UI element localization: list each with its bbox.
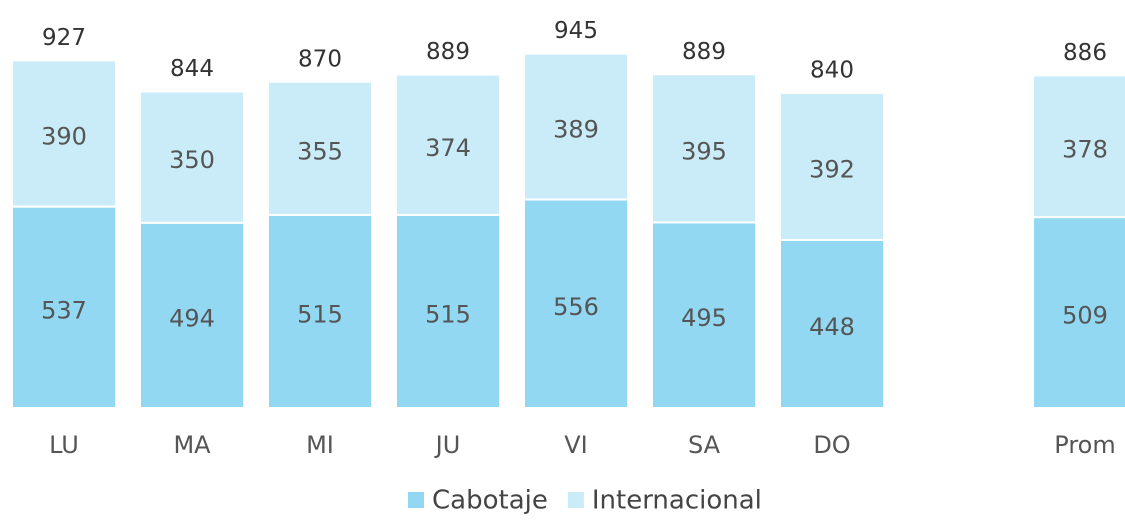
total-label: 889 [682, 39, 726, 65]
bar-segment [651, 221, 757, 409]
bar-segment [267, 80, 373, 216]
legend-label: Cabotaje [432, 486, 548, 516]
value-label: 537 [41, 296, 87, 324]
total-label: 844 [170, 56, 214, 82]
bar-segment [779, 239, 885, 409]
total-label: 889 [426, 39, 470, 65]
value-label: 509 [1062, 302, 1108, 330]
value-label: 515 [297, 300, 343, 328]
legend-label: Internacional [592, 486, 762, 516]
bar-segment [11, 205, 117, 409]
x-tick-label: JU [434, 431, 461, 459]
bar-segment [267, 213, 373, 409]
total-label: 945 [554, 18, 598, 44]
bar-segment [395, 73, 501, 216]
value-label: 495 [681, 304, 727, 332]
value-label: 392 [809, 156, 855, 184]
value-label: 390 [41, 123, 87, 151]
x-tick-label: Prom [1054, 431, 1115, 459]
x-tick-label: MI [306, 431, 334, 459]
x-tick-label: LU [49, 431, 79, 459]
total-label: 927 [42, 25, 86, 51]
bar-segment [395, 213, 501, 409]
bar-segment [523, 52, 629, 201]
bar-segment [139, 90, 245, 224]
bar-segment [779, 92, 885, 241]
x-tick-label: SA [688, 431, 721, 459]
total-label: 870 [298, 46, 342, 72]
value-label: 395 [681, 137, 727, 165]
bar-segment [1032, 74, 1125, 219]
total-label: 840 [810, 58, 854, 84]
value-label: 448 [809, 313, 855, 341]
value-label: 355 [297, 137, 343, 165]
bar-segment [651, 73, 757, 224]
value-label: 556 [553, 293, 599, 321]
value-label: 350 [169, 146, 215, 174]
value-label: 494 [169, 304, 215, 332]
legend-swatch [408, 492, 424, 508]
value-label: 378 [1062, 135, 1108, 163]
bar-segment [523, 198, 629, 409]
legend-swatch [567, 492, 584, 508]
bar-segment [11, 59, 117, 208]
x-tick-label: VI [564, 431, 588, 459]
x-tick-label: MA [173, 431, 211, 459]
value-label: 374 [425, 134, 471, 162]
value-label: 515 [425, 300, 471, 328]
total-label: 886 [1063, 40, 1107, 66]
value-label: 389 [553, 116, 599, 144]
x-tick-label: DO [813, 431, 850, 459]
